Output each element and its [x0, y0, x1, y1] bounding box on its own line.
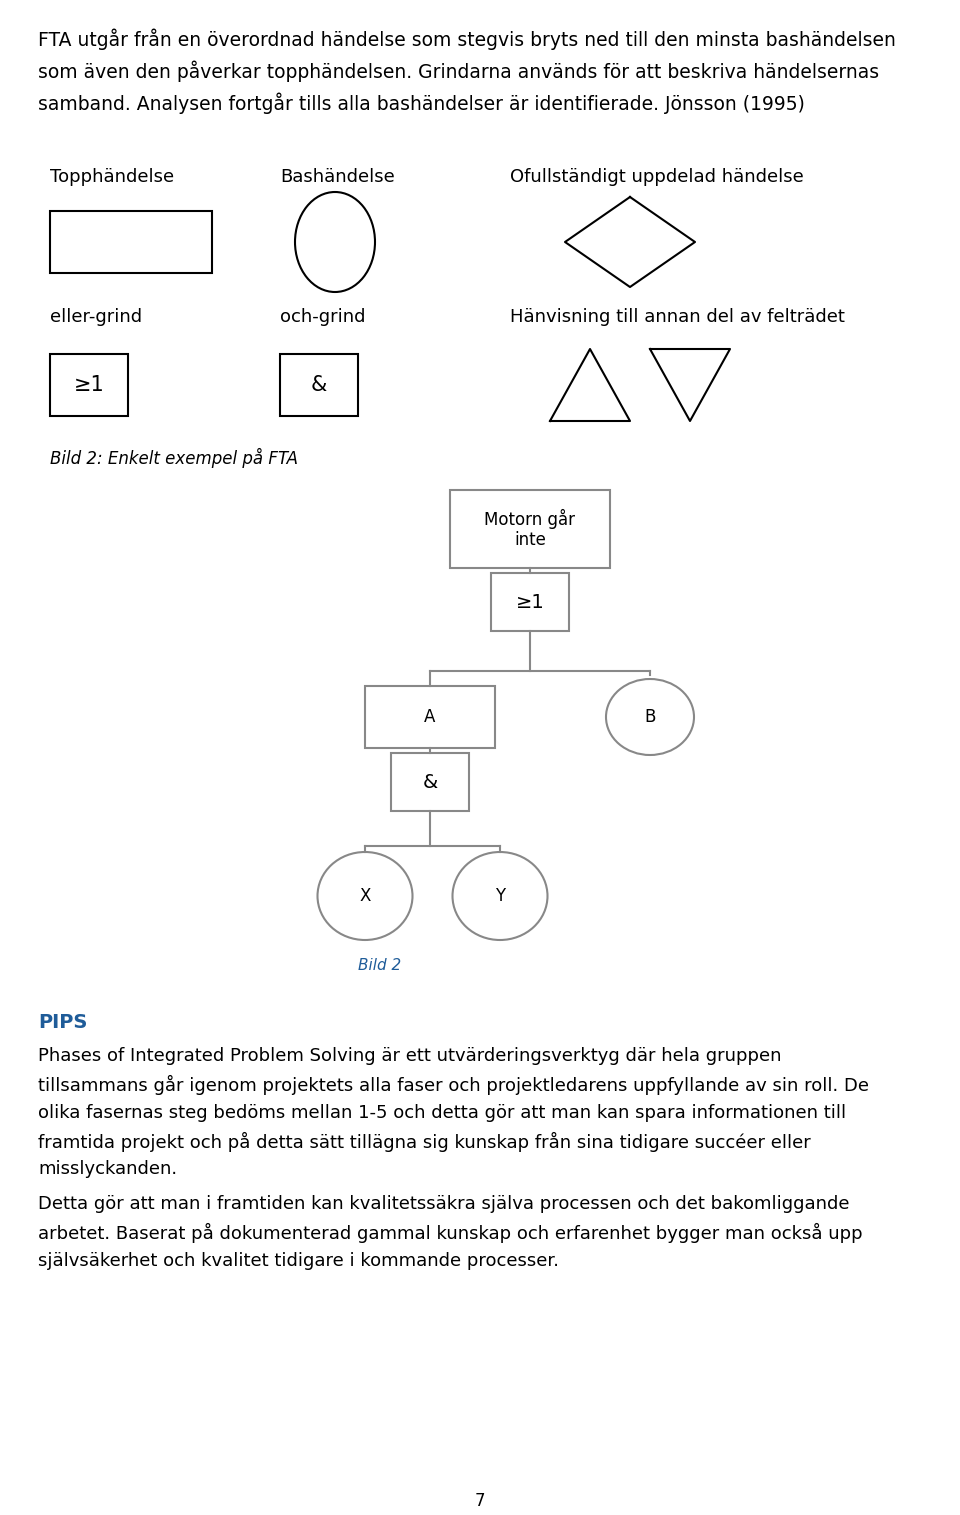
- Ellipse shape: [606, 679, 694, 754]
- Text: A: A: [424, 708, 436, 726]
- Text: Detta gör att man i framtiden kan kvalitetssäkra själva processen och det bakoml: Detta gör att man i framtiden kan kvalit…: [38, 1195, 863, 1270]
- Ellipse shape: [318, 851, 413, 939]
- Bar: [50, 355, 128, 417]
- Text: &: &: [311, 376, 327, 395]
- Text: X: X: [359, 886, 371, 904]
- Bar: [391, 753, 469, 811]
- Text: Motorn går
inte: Motorn går inte: [485, 509, 575, 550]
- Text: och-grind: och-grind: [280, 308, 366, 326]
- Text: FTA utgår från en överordnad händelse som stegvis bryts ned till den minsta bash: FTA utgår från en överordnad händelse so…: [38, 27, 896, 50]
- Text: Hänvisning till annan del av felträdet: Hänvisning till annan del av felträdet: [510, 308, 845, 326]
- Text: ≥1: ≥1: [74, 376, 105, 395]
- Text: ≥1: ≥1: [516, 592, 544, 612]
- Text: som även den påverkar topphändelsen. Grindarna används för att beskriva händelse: som även den påverkar topphändelsen. Gri…: [38, 61, 879, 82]
- Text: Phases of Integrated Problem Solving är ett utvärderingsverktyg där hela gruppen: Phases of Integrated Problem Solving är …: [38, 1047, 869, 1179]
- Text: Topphändelse: Topphändelse: [50, 168, 174, 186]
- Text: 7: 7: [475, 1492, 485, 1510]
- Text: &: &: [422, 773, 438, 791]
- Text: Bild 2: Enkelt exempel på FTA: Bild 2: Enkelt exempel på FTA: [50, 448, 298, 468]
- Text: Bashändelse: Bashändelse: [280, 168, 395, 186]
- Text: Bild 2: Bild 2: [358, 957, 401, 973]
- Ellipse shape: [295, 192, 375, 292]
- Text: samband. Analysen fortgår tills alla bashändelser är identifierade. Jönsson (199: samband. Analysen fortgår tills alla bas…: [38, 92, 804, 114]
- Text: B: B: [644, 708, 656, 726]
- Text: PIPS: PIPS: [38, 1014, 87, 1032]
- Text: Y: Y: [495, 886, 505, 904]
- Bar: [365, 686, 495, 748]
- Bar: [280, 355, 358, 417]
- Bar: [50, 211, 212, 273]
- Text: Ofullständigt uppdelad händelse: Ofullständigt uppdelad händelse: [510, 168, 804, 186]
- Bar: [491, 573, 569, 632]
- Bar: [450, 489, 610, 568]
- Ellipse shape: [452, 851, 547, 939]
- Text: eller-grind: eller-grind: [50, 308, 142, 326]
